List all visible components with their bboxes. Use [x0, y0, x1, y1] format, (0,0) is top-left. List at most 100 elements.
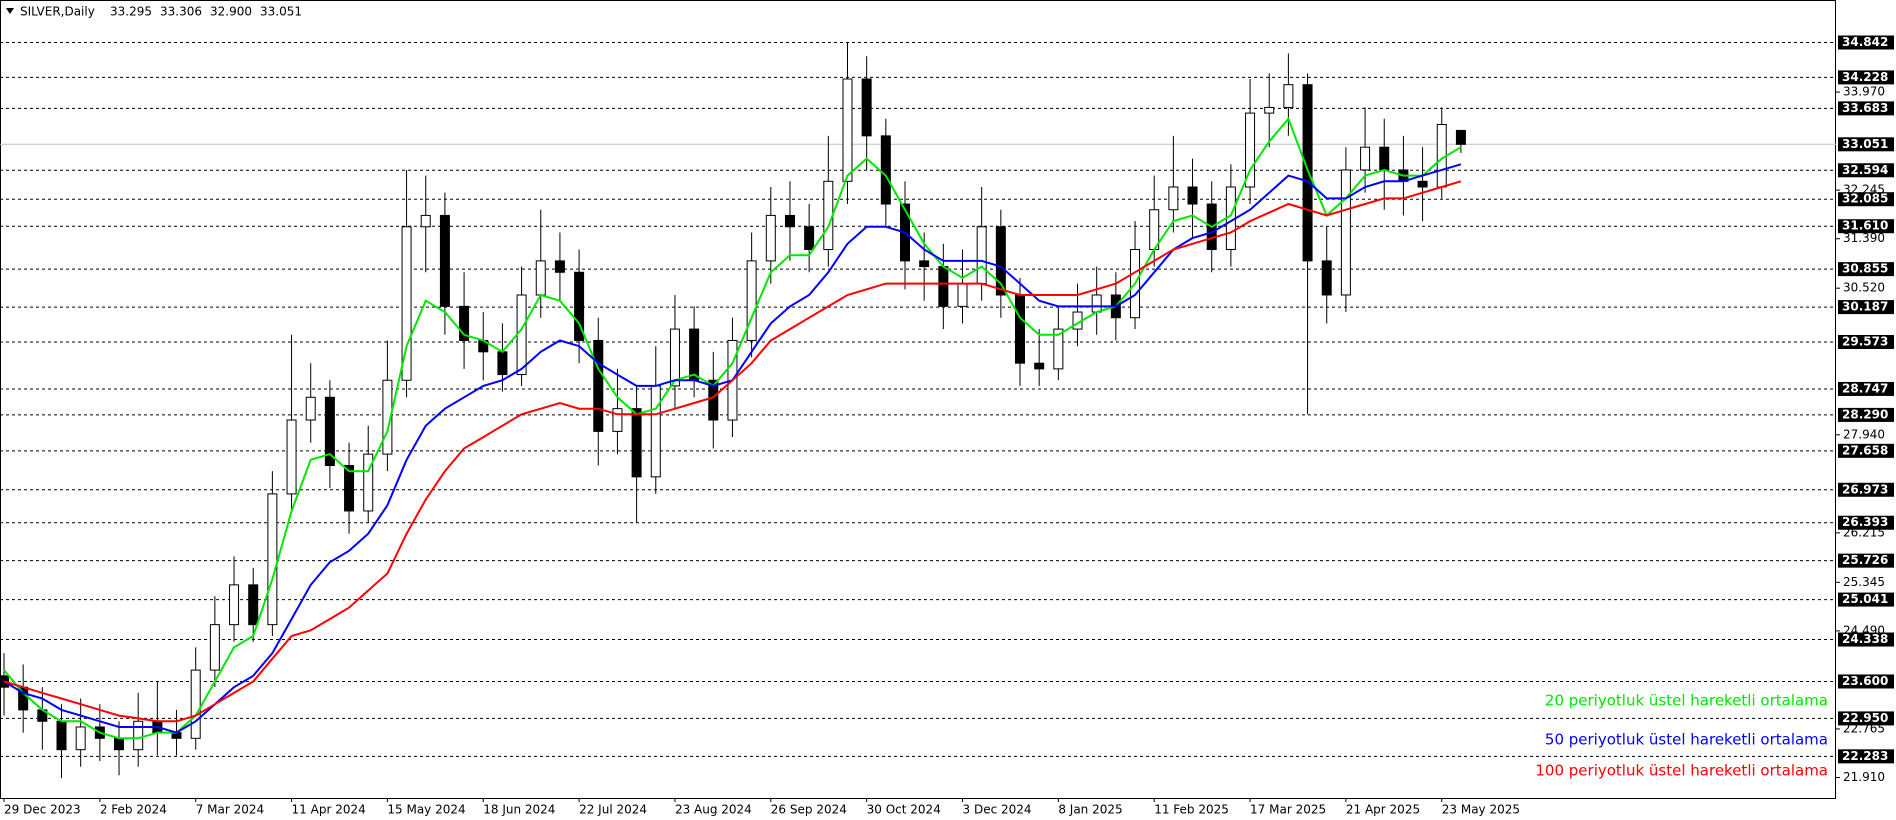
candle-body: [938, 266, 949, 307]
candle-body: [75, 726, 86, 751]
last-price-box: [1838, 137, 1894, 152]
level-label-box: [1838, 300, 1894, 315]
candle-body: [861, 78, 872, 137]
level-label-box: [1838, 219, 1894, 234]
candle-body: [593, 339, 604, 432]
candle-body: [401, 226, 412, 381]
level-label: 29.573: [1842, 334, 1888, 348]
candle-body: [209, 624, 220, 671]
candle-body: [804, 226, 815, 251]
level-label: 24.338: [1842, 632, 1888, 646]
y-tick-label: 25.345: [1843, 575, 1885, 589]
candle-body: [976, 226, 987, 285]
candle-body: [286, 419, 297, 495]
candle-body: [248, 584, 259, 626]
candle-body: [842, 78, 853, 182]
level-label-box: [1838, 515, 1894, 530]
candle-body: [995, 226, 1006, 296]
candle-body: [650, 385, 661, 478]
level-label: 34.228: [1842, 70, 1888, 84]
candle-body: [1034, 362, 1045, 370]
candle-body: [574, 271, 585, 341]
candle-body: [516, 294, 527, 376]
candle-body: [1053, 328, 1064, 370]
y-tick-label: 30.520: [1843, 281, 1885, 295]
x-tick-label: 30 Oct 2024: [867, 803, 941, 817]
candle-body: [114, 737, 125, 751]
candle-body: [133, 720, 144, 751]
level-label-box: [1838, 192, 1894, 207]
x-tick-label: 21 Apr 2025: [1346, 803, 1420, 817]
level-label-box: [1838, 262, 1894, 277]
x-tick-label: 26 Sep 2024: [771, 803, 847, 817]
candle-body: [1283, 84, 1294, 108]
candle-body: [1302, 84, 1313, 262]
x-tick-label: 23 Aug 2024: [675, 803, 752, 817]
candle-body: [1187, 186, 1198, 205]
level-label-box: [1838, 592, 1894, 607]
x-tick-label: 3 Dec 2024: [963, 803, 1032, 817]
ma-line: [3, 180, 1462, 723]
level-label: 32.085: [1842, 192, 1888, 206]
level-label: 28.747: [1842, 381, 1888, 395]
level-label-box: [1838, 482, 1894, 497]
candle-body: [439, 214, 450, 307]
x-tick-label: 11 Feb 2025: [1154, 803, 1229, 817]
x-tick-label: 2 Feb 2024: [100, 803, 167, 817]
candle-body: [554, 260, 565, 273]
candle-body: [1168, 186, 1179, 211]
candle-body: [823, 180, 834, 251]
candle-body: [612, 408, 623, 432]
x-tick-label: 29 Dec 2023: [4, 803, 81, 817]
level-label: 26.973: [1842, 482, 1888, 496]
candle-body: [784, 214, 795, 228]
level-label: 30.187: [1842, 300, 1888, 314]
candle-body: [631, 408, 642, 478]
candle-body: [1264, 106, 1275, 114]
level-label: 22.950: [1842, 711, 1888, 725]
candle-body: [344, 465, 355, 512]
legend-label: 20 periyotluk üstel hareketli ortalama: [1545, 692, 1828, 710]
level-label: 32.594: [1842, 163, 1888, 177]
candle-body: [1340, 169, 1351, 296]
level-label: 26.393: [1842, 515, 1888, 529]
info-low: 32.900: [210, 5, 252, 19]
plot-frame: [0, 0, 1836, 799]
candle-body: [1245, 112, 1256, 188]
candle-body: [919, 260, 930, 268]
x-tick-label: 22 Jul 2024: [579, 803, 647, 817]
level-label: 28.290: [1842, 407, 1888, 421]
level-label-box: [1838, 35, 1894, 50]
level-label-box: [1838, 711, 1894, 726]
chart-title: SILVER,Daily: [20, 5, 95, 19]
legend-label: 100 periyotluk üstel hareketli ortalama: [1535, 762, 1828, 780]
candle-body: [459, 305, 470, 341]
level-label: 31.610: [1842, 219, 1888, 233]
last-price-label: 33.051: [1842, 137, 1888, 151]
level-label-box: [1838, 407, 1894, 422]
x-tick-label: 7 Mar 2024: [196, 803, 264, 817]
level-label-box: [1838, 70, 1894, 85]
x-tick-label: 15 May 2024: [387, 803, 465, 817]
level-label: 25.726: [1842, 553, 1888, 567]
candle-body: [305, 396, 316, 421]
level-label-box: [1838, 101, 1894, 116]
candle-body: [765, 214, 776, 262]
candle-body: [190, 669, 201, 739]
info-close: 33.051: [260, 5, 302, 19]
level-label-box: [1838, 443, 1894, 458]
candle-body: [420, 214, 431, 228]
candle-body: [382, 379, 393, 455]
candle-body: [689, 328, 700, 381]
y-tick-label: 33.970: [1843, 85, 1885, 99]
level-label: 30.855: [1842, 262, 1888, 276]
candle-body: [56, 720, 67, 751]
x-tick-label: 17 Mar 2025: [1250, 803, 1326, 817]
candle-body: [1455, 129, 1466, 145]
y-tick-label: 27.940: [1843, 427, 1885, 441]
symbol-arrow: [6, 8, 14, 14]
ma-line: [3, 116, 1462, 740]
level-label: 27.658: [1842, 443, 1888, 457]
level-label-box: [1838, 674, 1894, 689]
